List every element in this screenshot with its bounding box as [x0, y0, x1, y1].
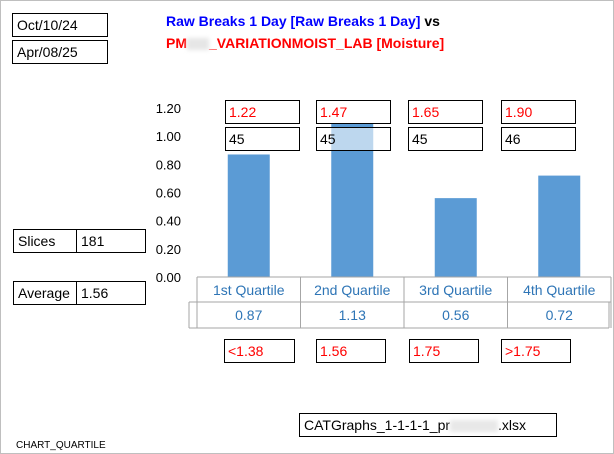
range-label: >1.75: [501, 339, 571, 363]
count-label: 46: [501, 127, 576, 151]
range-label: <1.38: [224, 339, 295, 363]
count-label: 45: [316, 127, 391, 151]
file-name-suffix: .xlsx: [498, 417, 527, 433]
y-tick-label: 1.00: [156, 129, 181, 144]
upper-bound-label: 1.65: [408, 100, 483, 124]
category-label: 1st Quartile: [213, 282, 285, 298]
value-label: 0.87: [235, 307, 262, 323]
data-table: 1st Quartile 0.87 2nd Quartile 1.13 3rd Quar…: [188, 276, 612, 329]
chart-footer-label: CHART_QUARTILE: [16, 440, 106, 451]
range-label: 1.56: [316, 339, 386, 363]
chart-title-line1: Raw Breaks 1 Day [Raw Breaks 1 Day] vs: [166, 13, 440, 29]
value-label: 0.72: [546, 307, 573, 323]
bar: [538, 175, 581, 277]
redacted-mark: [450, 420, 499, 433]
title-secondary-prefix: PM: [166, 35, 187, 51]
title-secondary-suffix: _VARIATIONMOIST_LAB [Moisture]: [209, 35, 445, 51]
upper-bound-label: 1.90: [501, 100, 576, 124]
count-label: 45: [225, 127, 300, 151]
bar: [434, 198, 477, 277]
slices-label: Slices: [13, 229, 77, 253]
value-label: 0.56: [442, 307, 469, 323]
y-tick-label: 0.60: [156, 186, 181, 201]
y-axis: 0.00 0.20 0.40 0.60 0.80 1.00 1.20: [156, 101, 181, 285]
category-label: 4th Quartile: [523, 282, 596, 298]
average-value: 1.56: [76, 281, 146, 305]
upper-bound-label: 1.22: [225, 100, 300, 124]
category-label: 2nd Quartile: [314, 282, 390, 298]
title-primary: Raw Breaks 1 Day [Raw Breaks 1 Day]: [166, 13, 421, 29]
category-label: 3rd Quartile: [419, 282, 492, 298]
bar: [227, 154, 270, 277]
y-tick-label: 0.00: [156, 270, 181, 285]
file-name: CATGraphs_1-1-1-1_pr .xlsx: [299, 413, 557, 437]
title-vs: vs: [424, 13, 440, 29]
average-label: Average: [13, 281, 77, 305]
slices-value: 181: [76, 229, 146, 253]
file-name-prefix: CATGraphs_1-1-1-1_pr: [304, 417, 451, 433]
y-tick-label: 0.80: [156, 157, 181, 172]
end-date: Apr/08/25: [12, 40, 108, 64]
upper-bound-label: 1.47: [316, 100, 391, 124]
range-label: 1.75: [409, 339, 479, 363]
y-tick-label: 0.40: [156, 214, 181, 229]
start-date: Oct/10/24: [12, 13, 108, 37]
value-label: 1.13: [339, 307, 366, 323]
count-label: 45: [408, 127, 483, 151]
chart-title-line2: PM _VARIATIONMOIST_LAB [Moisture]: [166, 35, 444, 51]
bars: [227, 117, 581, 277]
y-tick-label: 0.20: [156, 242, 181, 257]
redacted-mark: [187, 38, 209, 51]
y-tick-label: 1.20: [156, 101, 181, 116]
